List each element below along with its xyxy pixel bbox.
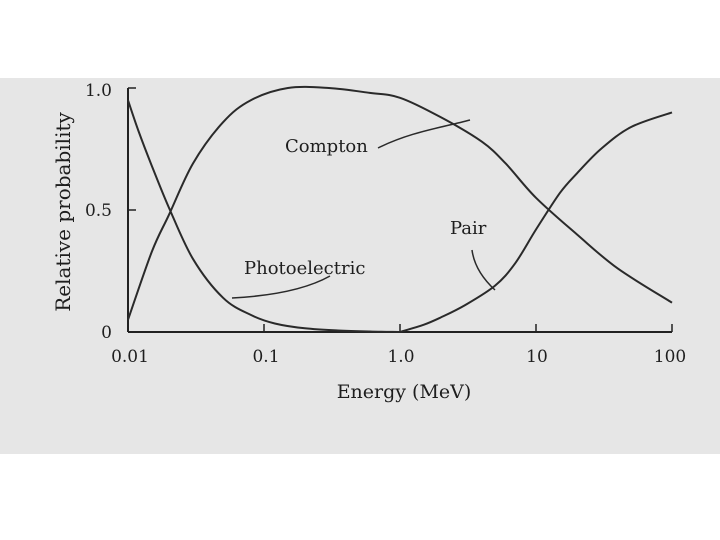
series-line-compton: [127, 85, 673, 321]
series-line-pair: [399, 111, 673, 333]
photoelectric-leader-line: [231, 275, 331, 299]
pair-label: Pair: [450, 218, 487, 239]
y-tick-label: 0.5: [85, 201, 112, 221]
scan-background: [0, 78, 720, 454]
y-axis-title: Relative probability: [51, 112, 75, 312]
x-tick-label: 1.0: [387, 347, 414, 367]
x-tick-label: 0.1: [252, 347, 279, 367]
y-tick-label: 1.0: [85, 81, 112, 101]
x-axis-title: Energy (MeV): [337, 381, 472, 403]
x-tick-label: 10: [526, 347, 548, 367]
x-tick-label: 0.01: [111, 347, 149, 367]
y-tick-marks: [128, 87, 136, 333]
pair-leader-line: [471, 249, 496, 291]
y-tick-label: 0: [101, 323, 112, 343]
compton-label: Compton: [285, 136, 368, 157]
photoelectric-label: Photoelectric: [244, 258, 365, 279]
x-tick-marks: [127, 324, 673, 332]
compton-leader-line: [377, 119, 471, 149]
x-tick-label: 100: [654, 347, 686, 367]
series-line-photoelectric: [127, 99, 401, 333]
